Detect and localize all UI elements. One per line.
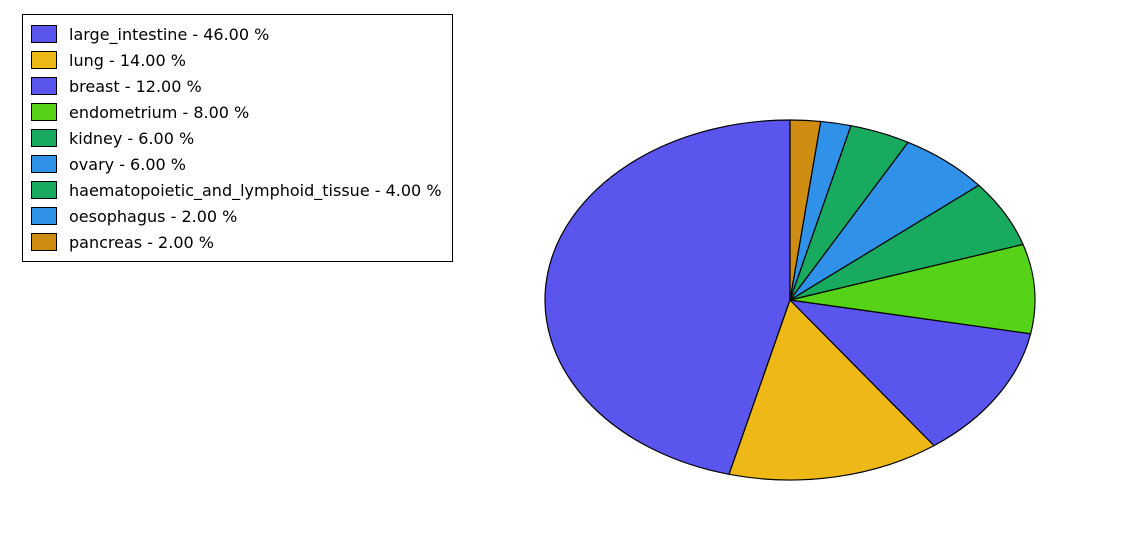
legend-item-endometrium: endometrium - 8.00 % [31, 99, 442, 125]
legend-item-breast: breast - 12.00 % [31, 73, 442, 99]
legend-label-lung: lung - 14.00 % [69, 51, 186, 70]
legend-label-oesophagus: oesophagus - 2.00 % [69, 207, 237, 226]
legend-swatch-lung [31, 51, 57, 69]
legend-label-pancreas: pancreas - 2.00 % [69, 233, 214, 252]
legend-swatch-breast [31, 77, 57, 95]
legend-item-haematopoietic_and_lymphoid_tissue: haematopoietic_and_lymphoid_tissue - 4.0… [31, 177, 442, 203]
legend-swatch-oesophagus [31, 207, 57, 225]
legend-swatch-large_intestine [31, 25, 57, 43]
legend-swatch-pancreas [31, 233, 57, 251]
legend-item-lung: lung - 14.00 % [31, 47, 442, 73]
legend-label-ovary: ovary - 6.00 % [69, 155, 186, 174]
legend-item-kidney: kidney - 6.00 % [31, 125, 442, 151]
legend-swatch-kidney [31, 129, 57, 147]
legend-item-oesophagus: oesophagus - 2.00 % [31, 203, 442, 229]
legend-item-large_intestine: large_intestine - 46.00 % [31, 21, 442, 47]
pie-svg [541, 116, 1039, 484]
legend-item-pancreas: pancreas - 2.00 % [31, 229, 442, 255]
pie-chart [541, 116, 1039, 484]
legend-swatch-ovary [31, 155, 57, 173]
legend: large_intestine - 46.00 % lung - 14.00 % b… [22, 14, 453, 262]
legend-label-large_intestine: large_intestine - 46.00 % [69, 25, 269, 44]
legend-label-haematopoietic_and_lymphoid_tissue: haematopoietic_and_lymphoid_tissue - 4.0… [69, 181, 442, 200]
legend-label-breast: breast - 12.00 % [69, 77, 202, 96]
legend-swatch-endometrium [31, 103, 57, 121]
legend-label-endometrium: endometrium - 8.00 % [69, 103, 249, 122]
legend-swatch-haematopoietic_and_lymphoid_tissue [31, 181, 57, 199]
legend-label-kidney: kidney - 6.00 % [69, 129, 194, 148]
legend-item-ovary: ovary - 6.00 % [31, 151, 442, 177]
